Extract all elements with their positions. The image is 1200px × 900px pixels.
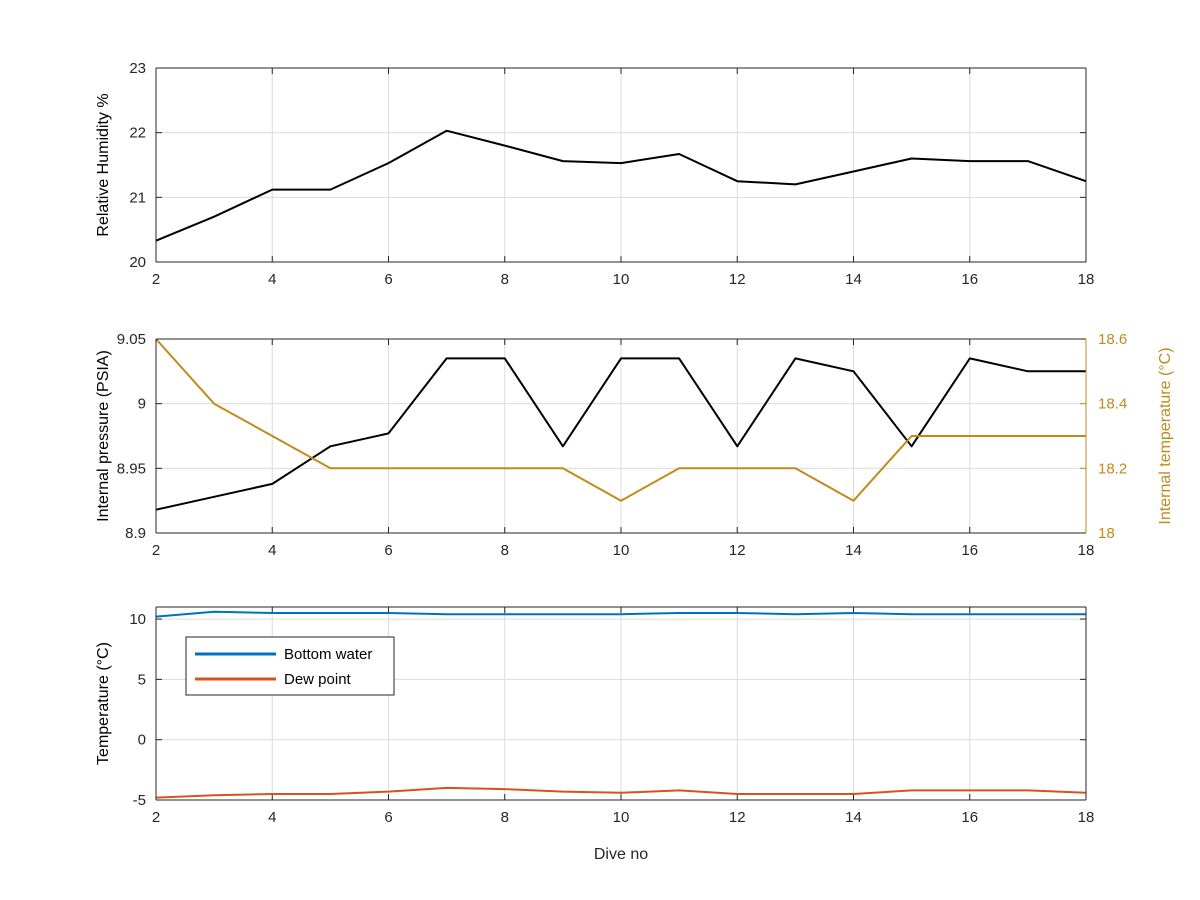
chart-panel-1: 2 4 6 8 10 12 14 16 18 20 21 22 23 Relative Humidity …: [95, 60, 1094, 288]
x-tick-label: 4: [268, 542, 276, 559]
y-right-tick-label: 18: [1098, 525, 1115, 542]
y-axis-label: Temperature (°C): [95, 642, 112, 765]
y-tick-label: 23: [129, 60, 146, 77]
y-tick-label: 10: [129, 611, 146, 628]
x-tick-label: 4: [268, 809, 276, 826]
x-tick-label: 14: [845, 542, 862, 559]
x-tick-label: 2: [152, 809, 160, 826]
x-tick-label: 12: [729, 542, 746, 559]
x-tick-label: 2: [152, 271, 160, 288]
x-tick-label: 16: [961, 809, 978, 826]
series-line-bottom-water: [155, 610, 1086, 618]
x-tick-label: 14: [845, 271, 862, 288]
chart-panel-2: 2 4 6 8 10 12 14 16 18 8.9 8.95 9 9.05 18 18.2 18.4 18.6…: [95, 331, 1174, 559]
x-tick-label: 6: [384, 271, 392, 288]
y-tick-label: 8.95: [117, 460, 146, 477]
x-tick-label: 10: [613, 809, 630, 826]
x-tick-label: 10: [613, 271, 630, 288]
x-tick-label: 18: [1078, 542, 1095, 559]
y-tick-label: 9.05: [117, 331, 146, 348]
y-right-tick-label: 18.4: [1098, 396, 1127, 413]
legend-box: [185, 636, 395, 696]
y-axis-label: Relative Humidity %: [95, 93, 112, 236]
x-axis-label: Dive no: [594, 846, 648, 863]
series-line-dew-point: [155, 786, 1087, 799]
chart-panel-3: 2 4 6 8 10 12 14 16 18 -5 0 5 10 Temperature (°C) Dive…: [95, 606, 1095, 863]
legend-label: Bottom water: [284, 646, 372, 663]
y-tick-label: 20: [129, 254, 146, 271]
y-right-tick-label: 18.6: [1098, 331, 1127, 348]
x-tick-label: 6: [384, 809, 392, 826]
y-tick-label: -5: [133, 792, 146, 809]
y-axis-label-right: Internal temperature (°C): [1157, 347, 1174, 524]
y-tick-label: 21: [129, 189, 146, 206]
y-tick-label: 5: [138, 671, 146, 688]
x-tick-label: 8: [501, 809, 509, 826]
x-tick-label: 4: [268, 271, 276, 288]
y-tick-label: 9: [138, 396, 146, 413]
y-right-tick-label: 18.2: [1098, 460, 1127, 477]
y-tick-label: 0: [138, 732, 146, 749]
x-tick-label: 2: [152, 542, 160, 559]
x-tick-label: 18: [1078, 809, 1095, 826]
y-axis-label: Internal pressure (PSIA): [95, 350, 112, 522]
x-tick-label: 12: [729, 809, 746, 826]
series-line-main: [155, 129, 1087, 242]
y-tick-label: 22: [129, 125, 146, 142]
x-tick-label: 18: [1078, 271, 1095, 288]
x-tick-label: 16: [961, 542, 978, 559]
x-tick-label: 12: [729, 271, 746, 288]
x-tick-label: 8: [501, 542, 509, 559]
legend-label: Dew point: [284, 671, 352, 688]
x-tick-label: 16: [961, 271, 978, 288]
x-tick-label: 10: [613, 542, 630, 559]
y-tick-label: 8.9: [125, 525, 146, 542]
x-tick-label: 8: [501, 271, 509, 288]
x-tick-label: 6: [384, 542, 392, 559]
legend: Bottom water Dew point: [185, 636, 395, 696]
x-tick-label: 14: [845, 809, 862, 826]
series-line-right: [155, 338, 1086, 502]
